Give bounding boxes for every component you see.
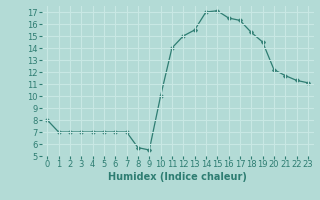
X-axis label: Humidex (Indice chaleur): Humidex (Indice chaleur) [108, 172, 247, 182]
